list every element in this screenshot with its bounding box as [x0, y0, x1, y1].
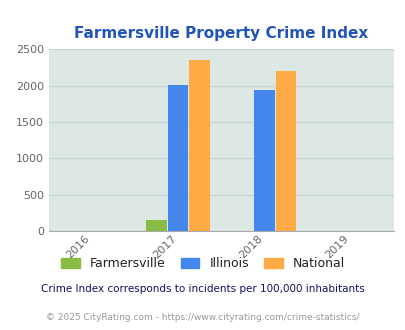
- Bar: [168, 85, 188, 231]
- Text: © 2025 CityRating.com - https://www.cityrating.com/crime-statistics/: © 2025 CityRating.com - https://www.city…: [46, 313, 359, 322]
- Bar: [275, 71, 296, 231]
- Text: Crime Index corresponds to incidents per 100,000 inhabitants: Crime Index corresponds to incidents per…: [41, 284, 364, 294]
- Title: Farmersville Property Crime Index: Farmersville Property Crime Index: [74, 26, 367, 41]
- Bar: [254, 90, 274, 231]
- Legend: Farmersville, Illinois, National: Farmersville, Illinois, National: [56, 252, 349, 275]
- Bar: [146, 220, 166, 231]
- Bar: [189, 60, 209, 231]
